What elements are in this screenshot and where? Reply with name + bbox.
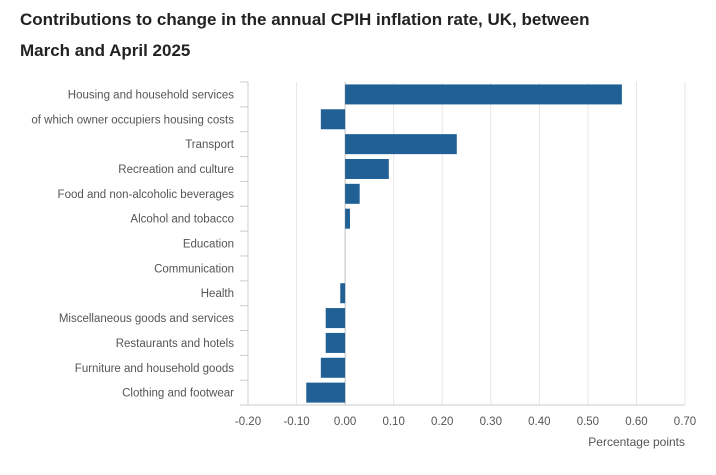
x-tick-label: 0.00	[334, 416, 356, 428]
bar	[320, 357, 346, 378]
category-label: Miscellaneous goods and services	[59, 313, 234, 325]
x-axis-title: Percentage points	[588, 435, 685, 449]
x-tick-label: 0.40	[528, 416, 550, 428]
x-tick-label: -0.10	[283, 416, 309, 428]
bar	[345, 158, 389, 179]
x-tick-label: 0.30	[480, 416, 502, 428]
bar	[306, 382, 346, 403]
bar	[345, 208, 350, 229]
x-tick-label: 0.20	[431, 416, 453, 428]
bar	[345, 183, 360, 204]
category-label: Clothing and footwear	[122, 388, 234, 400]
category-label: Alcohol and tobacco	[130, 214, 234, 226]
x-tick-label: 0.50	[577, 416, 599, 428]
category-label: Housing and household services	[68, 89, 234, 101]
label-layer: -0.20 -0.10 0.00 0.10 0.20 0.30 0.40 0.50 0.60 0.…	[31, 89, 696, 428]
x-tick-label: -0.20	[235, 416, 261, 428]
bar	[345, 84, 622, 105]
category-label: Restaurants and hotels	[116, 338, 235, 350]
bar	[325, 332, 346, 353]
x-tick-label: 0.60	[625, 416, 647, 428]
category-label: Transport	[185, 139, 235, 151]
category-label: Food and non-alcoholic beverages	[58, 189, 235, 201]
bar	[340, 283, 346, 304]
grid-layer	[296, 82, 686, 406]
category-label: Communication	[154, 263, 234, 275]
axis-layer	[240, 81, 685, 406]
bar	[345, 134, 457, 155]
category-label: Education	[183, 239, 234, 251]
bar-layer	[306, 84, 622, 403]
x-tick-label: 0.10	[382, 416, 404, 428]
category-label: Health	[201, 288, 234, 300]
bar	[320, 109, 346, 130]
category-label: of which owner occupiers housing costs	[31, 114, 234, 126]
category-label: Recreation and culture	[118, 164, 234, 176]
chart-title: Contributions to change in the annual CP…	[20, 10, 590, 60]
x-tick-label: 0.70	[674, 416, 696, 428]
bar	[325, 308, 346, 329]
category-label: Furniture and household goods	[75, 363, 234, 375]
